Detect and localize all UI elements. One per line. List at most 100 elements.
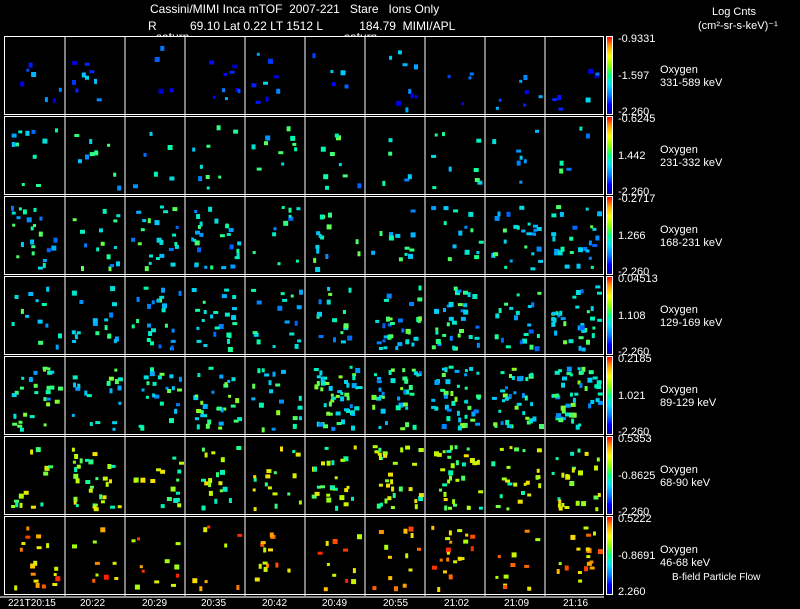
data-cell [74, 454, 79, 459]
data-cell [208, 206, 213, 212]
data-cell [396, 100, 402, 106]
data-cell [564, 264, 570, 269]
data-cell [351, 383, 357, 389]
data-cell [558, 506, 563, 511]
data-cell [445, 379, 451, 385]
data-cell [284, 320, 290, 324]
data-cell [114, 336, 119, 342]
data-cell [325, 382, 330, 385]
data-cell [577, 367, 581, 371]
data-cell [458, 417, 462, 423]
data-cell [388, 472, 393, 477]
data-cell [409, 302, 415, 306]
data-cell [107, 333, 112, 339]
data-cell [223, 72, 228, 76]
data-cell [552, 98, 558, 102]
time-tick-label: 20:35 [201, 598, 227, 609]
species-label-4: Oxygen 129-169 keV [660, 304, 722, 330]
data-cell [233, 129, 239, 134]
data-cell [280, 446, 283, 452]
data-cell [16, 255, 20, 259]
data-cell [538, 259, 544, 263]
data-cell [235, 88, 240, 92]
data-cell [593, 495, 599, 500]
data-cell [39, 216, 43, 221]
data-cell [71, 290, 77, 296]
data-cell [316, 375, 321, 379]
data-cell [418, 496, 424, 502]
data-cell [174, 564, 180, 570]
data-cell [19, 386, 24, 390]
data-cell [442, 450, 446, 454]
color-bar-cmax-label: 0.5222 [618, 513, 652, 525]
data-cell [397, 396, 401, 401]
data-cell [299, 289, 303, 295]
data-cell [166, 497, 172, 501]
data-cell [444, 394, 448, 399]
data-cell [84, 390, 88, 396]
data-cell [459, 329, 464, 333]
data-cell [533, 232, 536, 236]
data-cell [357, 183, 362, 189]
data-cell [557, 497, 561, 502]
data-cell [106, 254, 111, 260]
data-cell [100, 241, 105, 246]
data-cell [405, 553, 409, 559]
data-cell [110, 464, 116, 468]
data-cell [313, 466, 317, 472]
data-cell [72, 544, 77, 549]
data-cell [478, 490, 484, 494]
data-cell [148, 261, 152, 265]
data-cell [566, 366, 572, 372]
data-cell [395, 346, 399, 351]
data-cell [474, 255, 480, 260]
data-cell [37, 319, 43, 324]
data-cell [154, 220, 160, 226]
data-cell [465, 399, 469, 404]
data-cell [588, 403, 592, 409]
data-cell [110, 286, 116, 292]
data-cell [597, 392, 603, 396]
data-cell [418, 448, 424, 452]
data-cell [194, 210, 198, 213]
data-cell [107, 143, 111, 147]
data-cell [468, 76, 472, 80]
data-cell [330, 393, 334, 397]
data-cell [46, 397, 51, 401]
data-cell [569, 236, 574, 241]
data-cell [160, 45, 165, 51]
data-cell [224, 382, 228, 388]
data-cell [33, 224, 36, 228]
data-cell [564, 565, 569, 571]
data-cell [262, 561, 268, 565]
data-cell [228, 394, 232, 398]
data-cell [440, 468, 446, 472]
data-cell [455, 478, 460, 482]
data-cell [164, 559, 170, 564]
data-cell [36, 534, 42, 539]
data-cell [236, 585, 240, 590]
data-cell [357, 534, 362, 540]
data-cell [584, 451, 589, 456]
data-cell [448, 506, 452, 510]
data-cell [577, 571, 582, 574]
units-label: (cm²-sr-s-keV)⁻¹ [698, 20, 778, 32]
data-cell [569, 373, 573, 377]
data-cell [418, 285, 422, 291]
data-cell [534, 346, 540, 352]
data-cell [174, 244, 179, 249]
data-cell [207, 525, 211, 529]
data-cell [340, 331, 344, 335]
energy-range: 89-129 keV [660, 397, 717, 409]
data-cell [100, 527, 106, 533]
data-cell [251, 397, 256, 401]
time-tick-label: 20:49 [322, 598, 348, 609]
data-cell [566, 372, 572, 376]
data-cell [256, 300, 262, 305]
data-cell [457, 303, 463, 307]
data-cell [472, 294, 478, 299]
data-cell [204, 580, 208, 584]
data-cell [463, 539, 469, 544]
data-cell [197, 247, 202, 253]
data-cell [522, 449, 526, 453]
